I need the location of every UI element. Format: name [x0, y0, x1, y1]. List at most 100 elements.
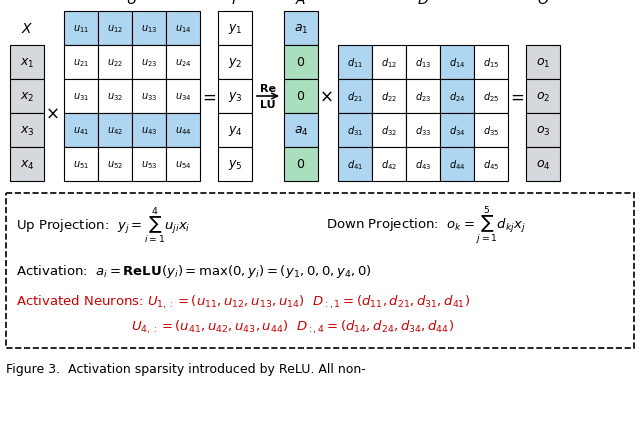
Text: $a_1$: $a_1$ [294, 22, 308, 35]
FancyBboxPatch shape [166, 114, 200, 147]
FancyBboxPatch shape [166, 46, 200, 80]
Text: $y_4$: $y_4$ [228, 124, 243, 138]
Text: $x_1$: $x_1$ [20, 56, 34, 69]
FancyBboxPatch shape [338, 80, 372, 114]
FancyBboxPatch shape [10, 80, 44, 114]
FancyBboxPatch shape [64, 12, 98, 46]
FancyBboxPatch shape [526, 80, 560, 114]
FancyBboxPatch shape [98, 80, 132, 114]
FancyBboxPatch shape [474, 46, 508, 80]
Text: Down Projection:  $o_k = \sum_{j=1}^{5} d_{kj}x_j$: Down Projection: $o_k = \sum_{j=1}^{5} d… [326, 204, 525, 247]
Text: $d_{42}$: $d_{42}$ [381, 158, 397, 172]
FancyBboxPatch shape [218, 114, 252, 147]
Text: $y_5$: $y_5$ [228, 158, 243, 172]
FancyBboxPatch shape [440, 114, 474, 147]
Text: $\times$: $\times$ [319, 88, 333, 106]
Text: $d_{31}$: $d_{31}$ [347, 124, 363, 138]
Text: $u_{33}$: $u_{33}$ [141, 91, 157, 103]
Text: $d_{12}$: $d_{12}$ [381, 56, 397, 70]
Text: $d_{22}$: $d_{22}$ [381, 90, 397, 104]
Text: $o_2$: $o_2$ [536, 90, 550, 103]
FancyBboxPatch shape [10, 114, 44, 147]
Text: Activated Neurons: $U_{1,:} = (u_{11}, u_{12}, u_{13}, u_{14})$  $D_{:,1} = (d_{: Activated Neurons: $U_{1,:} = (u_{11}, u… [16, 293, 470, 310]
FancyBboxPatch shape [166, 80, 200, 114]
Text: $u_{23}$: $u_{23}$ [141, 57, 157, 69]
Text: $u_{53}$: $u_{53}$ [141, 159, 157, 171]
FancyBboxPatch shape [440, 147, 474, 181]
Text: $o_1$: $o_1$ [536, 56, 550, 69]
FancyBboxPatch shape [284, 80, 318, 114]
Text: $u_{51}$: $u_{51}$ [73, 159, 89, 171]
Text: $u_{21}$: $u_{21}$ [73, 57, 89, 69]
Text: $U$: $U$ [126, 0, 138, 7]
Text: $0$: $0$ [296, 158, 305, 171]
Text: $d_{35}$: $d_{35}$ [483, 124, 499, 138]
Text: $\times$: $\times$ [45, 105, 59, 123]
Text: $x_2$: $x_2$ [20, 90, 34, 103]
Text: $U_{4,:} = (u_{41}, u_{42}, u_{43}, u_{44})$  $D_{:,4} = (d_{14}, d_{24}, d_{34}: $U_{4,:} = (u_{41}, u_{42}, u_{43}, u_{4… [131, 318, 454, 335]
Text: $u_{32}$: $u_{32}$ [107, 91, 123, 103]
Text: $0$: $0$ [296, 90, 305, 103]
FancyBboxPatch shape [372, 114, 406, 147]
FancyBboxPatch shape [406, 46, 440, 80]
Text: Up Projection:  $y_j = \sum_{i=1}^{4} u_{ji}x_i$: Up Projection: $y_j = \sum_{i=1}^{4} u_{… [16, 205, 191, 246]
Text: $d_{23}$: $d_{23}$ [415, 90, 431, 104]
Text: $a_4$: $a_4$ [294, 124, 308, 137]
Text: $d_{15}$: $d_{15}$ [483, 56, 499, 70]
FancyBboxPatch shape [474, 114, 508, 147]
Text: $u_{42}$: $u_{42}$ [107, 125, 123, 137]
Text: $u_{24}$: $u_{24}$ [175, 57, 191, 69]
FancyBboxPatch shape [440, 80, 474, 114]
FancyBboxPatch shape [132, 12, 166, 46]
Text: $d_{21}$: $d_{21}$ [347, 90, 363, 104]
FancyBboxPatch shape [284, 114, 318, 147]
FancyBboxPatch shape [372, 147, 406, 181]
Text: $d_{24}$: $d_{24}$ [449, 90, 465, 104]
FancyBboxPatch shape [166, 12, 200, 46]
Text: Activation:  $a_i = \mathbf{ReLU}(y_i) = \max(0, y_i) = (y_1, 0, 0, y_4, 0)$: Activation: $a_i = \mathbf{ReLU}(y_i) = … [16, 263, 372, 280]
Text: $d_{34}$: $d_{34}$ [449, 124, 465, 138]
Text: $0$: $0$ [296, 56, 305, 69]
Text: $d_{13}$: $d_{13}$ [415, 56, 431, 70]
Text: $d_{45}$: $d_{45}$ [483, 158, 499, 172]
Text: $u_{14}$: $u_{14}$ [175, 23, 191, 35]
Text: $y_1$: $y_1$ [228, 22, 242, 36]
Text: $d_{11}$: $d_{11}$ [347, 56, 363, 70]
FancyBboxPatch shape [406, 80, 440, 114]
FancyBboxPatch shape [284, 46, 318, 80]
FancyBboxPatch shape [284, 12, 318, 46]
FancyBboxPatch shape [338, 114, 372, 147]
FancyBboxPatch shape [372, 80, 406, 114]
FancyBboxPatch shape [440, 46, 474, 80]
Text: $Y$: $Y$ [229, 0, 241, 7]
FancyBboxPatch shape [10, 147, 44, 181]
Text: $=$: $=$ [199, 88, 217, 106]
FancyBboxPatch shape [6, 194, 634, 348]
FancyBboxPatch shape [474, 147, 508, 181]
FancyBboxPatch shape [474, 80, 508, 114]
FancyBboxPatch shape [132, 46, 166, 80]
Text: $u_{52}$: $u_{52}$ [107, 159, 123, 171]
Text: $d_{25}$: $d_{25}$ [483, 90, 499, 104]
FancyBboxPatch shape [406, 114, 440, 147]
FancyBboxPatch shape [98, 46, 132, 80]
Text: $u_{54}$: $u_{54}$ [175, 159, 191, 171]
Text: $u_{12}$: $u_{12}$ [107, 23, 123, 35]
FancyBboxPatch shape [218, 46, 252, 80]
Text: $D$: $D$ [417, 0, 429, 7]
Text: $u_{34}$: $u_{34}$ [175, 91, 191, 103]
Text: $d_{14}$: $d_{14}$ [449, 56, 465, 70]
Text: $O$: $O$ [537, 0, 549, 7]
FancyBboxPatch shape [526, 46, 560, 80]
FancyBboxPatch shape [218, 80, 252, 114]
FancyBboxPatch shape [132, 147, 166, 181]
FancyBboxPatch shape [284, 147, 318, 181]
FancyBboxPatch shape [132, 80, 166, 114]
FancyBboxPatch shape [338, 147, 372, 181]
Text: $u_{13}$: $u_{13}$ [141, 23, 157, 35]
FancyBboxPatch shape [218, 147, 252, 181]
Text: $o_4$: $o_4$ [536, 158, 550, 171]
Text: $x_3$: $x_3$ [20, 124, 35, 137]
Text: $o_3$: $o_3$ [536, 124, 550, 137]
Text: LU: LU [260, 100, 276, 110]
